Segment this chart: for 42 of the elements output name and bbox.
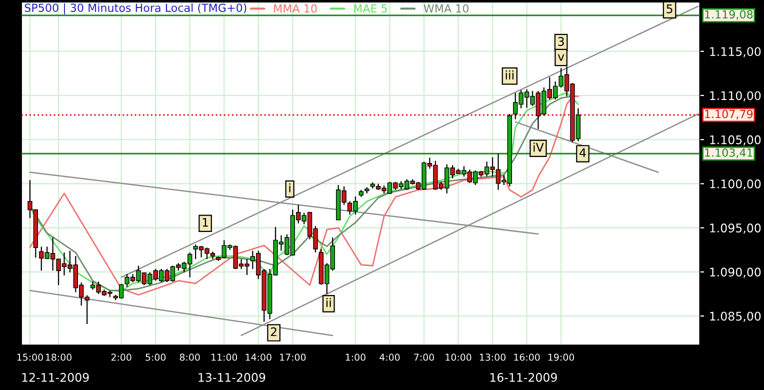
x-tick-label: 15:00: [17, 354, 43, 361]
legend-label: WMA 10: [424, 4, 469, 13]
annotation: iV: [534, 142, 544, 152]
x-tick-label: 4:00: [380, 354, 400, 361]
annotation: v: [558, 54, 564, 61]
x-tick-label: 14:00: [246, 354, 272, 361]
chart-title: SP500 | 30 Minutos Hora Local (TMG+0): [24, 3, 246, 14]
y-tick-label: 1.085,00: [710, 312, 761, 322]
ref-line-label: 1.107,79: [705, 110, 753, 120]
text: 16-11-2009: [490, 372, 557, 382]
y-tick-label: 1.115,00: [710, 47, 761, 58]
y-tick-label: 1.095,00: [710, 224, 761, 234]
x-tick-label: 2:00: [111, 354, 132, 361]
x-tick-label: 7:00: [414, 354, 434, 361]
text: 13-11-2009: [198, 372, 266, 382]
x-tick-label: 18:00: [46, 354, 72, 361]
y-tick-label: 1.090,00: [710, 268, 761, 278]
ref-line-label: 1.103,41: [705, 148, 752, 158]
legend-label: MMA 10: [274, 4, 317, 13]
x-tick-label: 11:00: [212, 354, 238, 361]
ref-line-label: 1.119,08: [705, 10, 753, 20]
x-tick-label: 1:00: [346, 354, 366, 361]
y-tick-label: 1.110,00: [710, 91, 761, 102]
x-tick-label: 5:00: [146, 354, 166, 361]
x-tick-label: 13:00: [480, 354, 506, 361]
x-tick-label: 8:00: [180, 354, 200, 361]
annotation: iii: [506, 70, 514, 80]
annotation: 5: [666, 4, 672, 14]
x-tick-label: 16:00: [514, 354, 540, 361]
x-tick-label: 10:00: [446, 354, 472, 361]
annotation: i: [289, 183, 290, 192]
annotation: 2: [270, 327, 276, 336]
y-tick-label: 1.100,00: [710, 179, 761, 190]
y-tick-label: 1.105,00: [710, 135, 761, 146]
legend-label: MAE 5: [354, 4, 387, 13]
annotation: 3: [558, 37, 564, 46]
annotation: 1: [202, 218, 208, 227]
annotation: ii: [326, 298, 331, 307]
annotation: 4: [580, 148, 586, 157]
text: 12-11-2009: [22, 372, 89, 382]
x-tick-label: 17:00: [280, 354, 306, 361]
x-tick-label: 19:00: [548, 354, 574, 361]
